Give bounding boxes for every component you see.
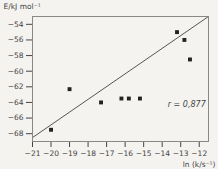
svg-text:−62: −62	[8, 82, 24, 91]
svg-text:−54: −54	[8, 20, 24, 29]
svg-text:−14: −14	[154, 149, 170, 158]
svg-text:−13: −13	[173, 149, 189, 158]
svg-text:−15: −15	[136, 149, 152, 158]
svg-text:−68: −68	[8, 129, 24, 138]
svg-text:ln (k/s⁻¹): ln (k/s⁻¹)	[183, 160, 216, 169]
svg-text:−60: −60	[8, 67, 24, 76]
svg-text:−58: −58	[8, 51, 24, 60]
svg-text:E/kJ mol⁻¹: E/kJ mol⁻¹	[4, 2, 41, 11]
svg-text:−17: −17	[99, 149, 115, 158]
svg-text:−18: −18	[80, 149, 96, 158]
svg-text:−64: −64	[8, 98, 24, 107]
svg-text:r = 0,877: r = 0,877	[168, 100, 207, 109]
svg-text:−20: −20	[43, 149, 59, 158]
svg-text:−19: −19	[62, 149, 78, 158]
svg-text:−56: −56	[8, 35, 24, 44]
svg-text:−16: −16	[117, 149, 133, 158]
svg-text:−12: −12	[191, 149, 207, 158]
svg-text:−66: −66	[8, 113, 24, 122]
svg-text:−21: −21	[25, 149, 41, 158]
